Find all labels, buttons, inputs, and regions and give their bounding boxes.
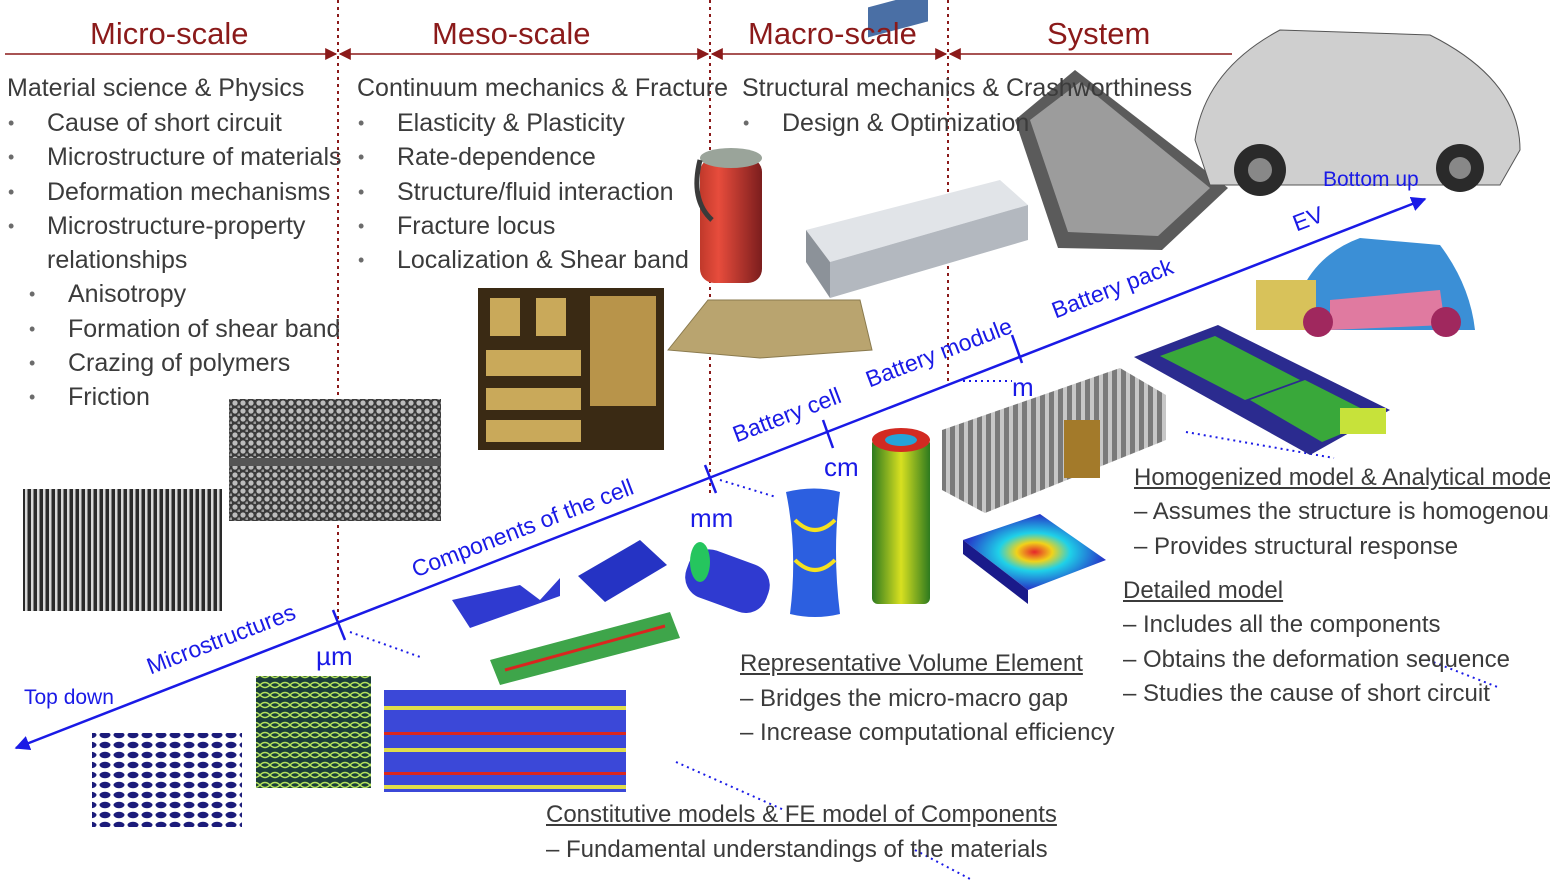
rve-title: Representative Volume Element: [740, 650, 1083, 677]
detailed-line: – Obtains the deformation sequence: [1123, 646, 1510, 673]
module-fe-model: [942, 368, 1166, 513]
axis-ticks: [331, 334, 1024, 641]
header-micro-scale: Micro-scale: [90, 16, 249, 51]
battery-module-photo: [806, 0, 1028, 298]
homogenized-model-title: Homogenized model & Analytical model: [1134, 464, 1550, 491]
polymer-microstructure: [256, 676, 371, 788]
rve-line: – Bridges the micro-macro gap: [740, 685, 1069, 712]
unit-mm: mm: [690, 503, 734, 533]
unit-cm: cm: [824, 452, 859, 482]
unit-m: m: [1012, 372, 1034, 402]
sem-micrograph-pillars: [23, 489, 222, 611]
layered-rve-model: [384, 690, 626, 792]
macro-title: Structural mechanics & Crashworthiness: [742, 74, 1193, 102]
indentation-fe-model: [963, 514, 1106, 590]
rve-line: – Increase computational efficiency: [740, 719, 1115, 746]
homogenized-line: – Assumes the structure is homogenous: [1134, 498, 1550, 525]
cell-fe-model: [872, 428, 930, 604]
micro-title: Material science & Physics: [7, 74, 305, 102]
meso-title: Continuum mechanics & Fracture: [357, 74, 728, 102]
cylindrical-cell-photo: [694, 148, 762, 283]
detailed-model-title: Detailed model: [1123, 577, 1284, 604]
header-system: System: [1047, 16, 1151, 51]
bottom-up-label: Bottom up: [1323, 168, 1419, 191]
ev-crash-model: [1256, 238, 1475, 337]
separator-microstructure: [92, 733, 242, 827]
detailed-line: – Studies the cause of short circuit: [1123, 680, 1490, 707]
header-macro-scale: Macro-scale: [748, 16, 917, 51]
battery-pack-photo: [1015, 70, 1228, 250]
detailed-line: – Includes all the components: [1123, 611, 1441, 638]
rolled-fe-specimen: [685, 542, 770, 614]
scale-axis: [14, 196, 1427, 751]
header-meso-scale: Meso-scale: [432, 16, 591, 51]
ev-chassis-photo: [1194, 29, 1521, 196]
constitutive-line: – Fundamental understandings of the mate…: [546, 836, 1048, 863]
dogbone-fe-specimen: [452, 578, 560, 628]
dotted-leaders: [349, 380, 1501, 881]
jellyroll-fe-model: [786, 488, 840, 617]
unit-um: µm: [316, 641, 353, 671]
pouch-cell-photo: [667, 299, 873, 359]
notched-fe-specimen: [578, 540, 667, 602]
homogenized-line: – Provides structural response: [1134, 533, 1459, 560]
top-down-label: Top down: [24, 686, 114, 709]
constitutive-title: Constitutive models & FE model of Compon…: [546, 801, 1057, 828]
